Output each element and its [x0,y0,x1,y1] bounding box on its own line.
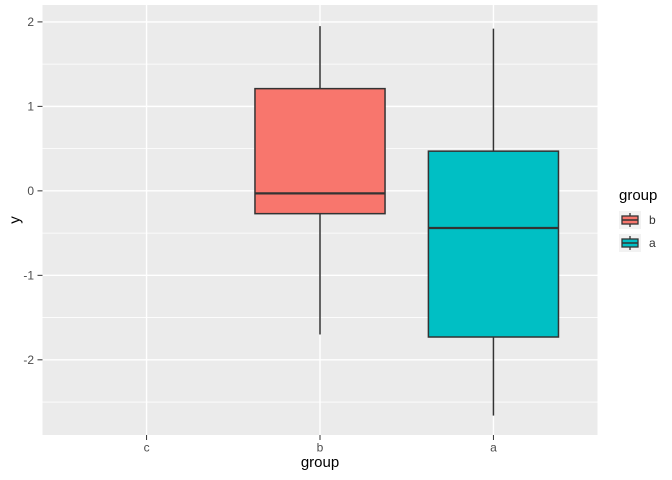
boxplot-glyph-icon [621,236,639,250]
legend-title: group [619,187,658,204]
legend-entry-a: a [619,234,657,252]
legend-key [619,234,641,252]
boxplot-box-b [254,87,386,215]
y-tick-label: 2 [27,15,34,29]
x-tick-label: a [490,441,497,455]
legend-entry-label: b [649,213,656,227]
y-tick-label: 1 [27,100,34,114]
x-axis-title: group [300,454,340,471]
x-tick-label: b [317,441,324,455]
y-tick-label: -1 [23,269,34,283]
x-tick-label: c [144,441,150,455]
boxplot-box-a [427,150,560,338]
y-axis-title: y [6,216,24,224]
boxplot-glyph-icon [621,213,639,227]
y-tick-label: -2 [23,353,34,367]
legend-key [619,211,641,229]
legend-entry-b: b [619,211,657,229]
legend-entry-label: a [649,236,656,250]
y-tick-label: 0 [27,184,34,198]
